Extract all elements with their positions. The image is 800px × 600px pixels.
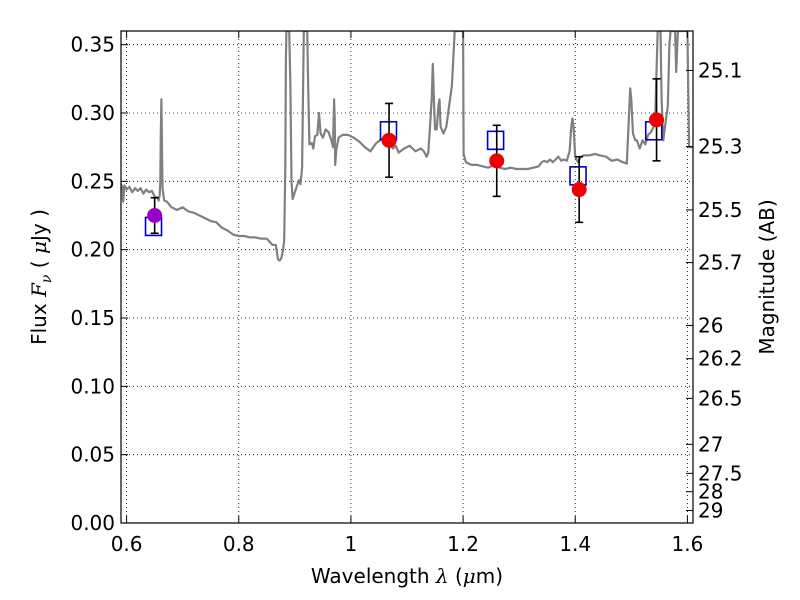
- y2-tick-label: 25.7: [698, 251, 743, 275]
- y2-tick-label: 25.1: [698, 58, 743, 82]
- y2-tick-label: 26: [698, 313, 723, 337]
- y2-axis-title: Magnitude (AB): [755, 199, 779, 354]
- observation-point: [649, 112, 665, 128]
- axis-ticks: [121, 31, 693, 524]
- y-tick-label: 0.35: [70, 33, 115, 57]
- y-tick-label: 0.05: [70, 443, 115, 467]
- y2-tick-label: 26.2: [698, 347, 743, 371]
- plot-background: [121, 31, 693, 523]
- x-tick-label: 1.6: [671, 532, 703, 556]
- y-tick-label: 0.10: [70, 374, 115, 398]
- observation-point: [489, 153, 505, 169]
- observation-point: [381, 132, 397, 148]
- y-tick-labels: 0.00 0.05 0.10 0.15 0.20 0.25 0.30 0.35: [70, 33, 115, 535]
- x-tick-label: 1: [345, 532, 358, 556]
- y-tick-label: 0.00: [70, 511, 115, 535]
- y-tick-label: 0.25: [70, 169, 115, 193]
- y2-tick-label: 29: [698, 499, 723, 523]
- x-tick-label: 0.8: [223, 532, 255, 556]
- y-tick-label: 0.30: [70, 101, 115, 125]
- model-spectrum-line: [121, 31, 693, 262]
- y2-tick-label: 26.5: [698, 386, 743, 410]
- observation-point: [147, 208, 163, 223]
- plot-frame: [120, 30, 694, 524]
- y-tick-label: 0.20: [70, 238, 115, 262]
- y2-tick-label: 28: [698, 480, 723, 504]
- x-axis-title: Wavelength λ (μm): [311, 564, 503, 588]
- x-tick-label: 1.2: [447, 532, 479, 556]
- x-tick-label: 1.4: [559, 532, 591, 556]
- y2-tick-label: 25.5: [698, 198, 743, 222]
- y-tick-label: 0.15: [70, 306, 115, 330]
- observation-point: [571, 182, 587, 198]
- x-tick-label: 0.6: [111, 532, 143, 556]
- y2-tick-label: 27.5: [698, 461, 743, 485]
- y-axis-title: Flux Fν ( μJy ): [27, 209, 55, 345]
- y2-tick-label: 27: [698, 432, 723, 456]
- y2-tick-label: 25.3: [698, 135, 743, 159]
- x-tick-labels: 0.6 0.8 1 1.2 1.4 1.6: [111, 532, 704, 556]
- model-photometry-square: [486, 130, 505, 151]
- observation-markers: [147, 112, 665, 223]
